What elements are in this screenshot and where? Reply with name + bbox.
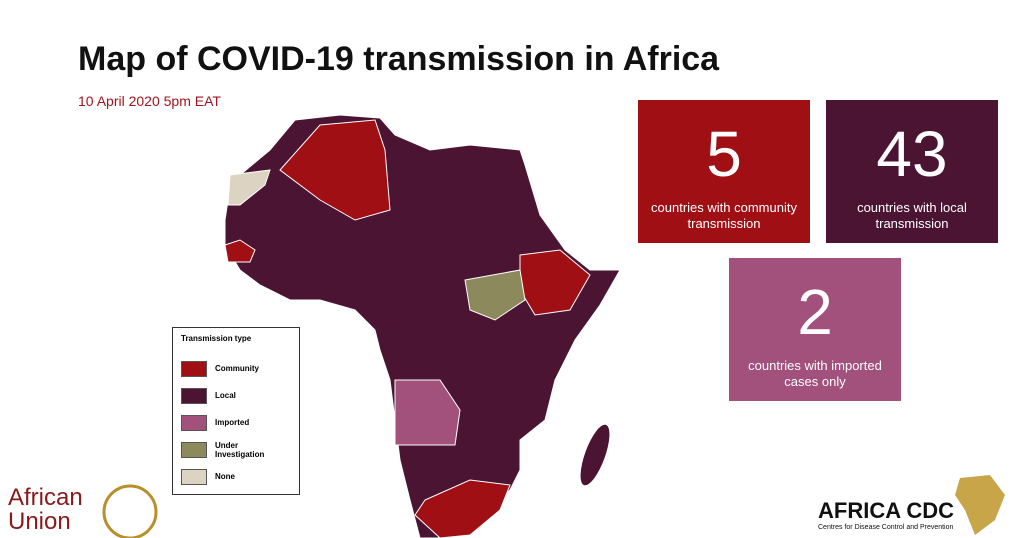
madagascar bbox=[580, 424, 610, 486]
legend-item: None bbox=[181, 463, 291, 490]
legend-item: Local bbox=[181, 382, 291, 409]
stat-number: 2 bbox=[797, 276, 833, 348]
western-sahara bbox=[227, 169, 271, 206]
legend-label: Community bbox=[215, 364, 259, 373]
legend-swatch bbox=[181, 441, 207, 458]
legend-label: Under Investigation bbox=[215, 440, 265, 459]
legend-label: None bbox=[215, 472, 235, 481]
legend-label: Imported bbox=[215, 418, 250, 427]
subtitle: 10 April 2020 5pm EAT bbox=[78, 93, 221, 109]
south-sudan bbox=[464, 269, 526, 321]
senegal bbox=[224, 239, 256, 263]
stat-number: 5 bbox=[706, 118, 742, 190]
legend-item: Imported bbox=[181, 409, 291, 436]
africa-local bbox=[224, 114, 621, 538]
african-union-logo: African Union bbox=[8, 484, 83, 535]
stat-card: 5 countries with community transmission bbox=[638, 100, 810, 243]
africa-cdc-logo: AFRICA CDC bbox=[818, 498, 955, 523]
legend-swatch bbox=[181, 414, 207, 431]
stat-number: 43 bbox=[876, 118, 948, 190]
stat-card: 2 countries with imported cases only bbox=[729, 258, 901, 401]
legend-swatch bbox=[181, 387, 207, 404]
algeria bbox=[279, 119, 391, 221]
legend-label: Local bbox=[215, 391, 236, 400]
africa-cdc-subtitle: Centres for Disease Control and Preventi… bbox=[818, 524, 954, 531]
legend-swatch bbox=[181, 360, 207, 377]
stat-label: countries with local transmission bbox=[857, 200, 967, 231]
africa-cdc-emblem bbox=[955, 475, 1005, 535]
south-africa bbox=[414, 479, 511, 538]
stat-label: countries with imported cases only bbox=[748, 358, 882, 389]
title: Map of COVID-19 transmission in Africa bbox=[78, 40, 720, 78]
legend-item: Community bbox=[181, 355, 291, 382]
stat-card: 43 countries with local transmission bbox=[826, 100, 998, 243]
legend-title: Transmission type bbox=[181, 334, 252, 343]
legend-swatch bbox=[181, 468, 207, 485]
legend: Transmission type Community Local Imported… bbox=[172, 327, 300, 495]
angola bbox=[394, 379, 461, 446]
legend-item: Under Investigation bbox=[181, 436, 291, 463]
african-union-emblem bbox=[102, 484, 158, 538]
legend-items: Community Local Imported Under Investigatio… bbox=[181, 355, 291, 490]
stat-label: countries with community transmission bbox=[651, 200, 797, 231]
